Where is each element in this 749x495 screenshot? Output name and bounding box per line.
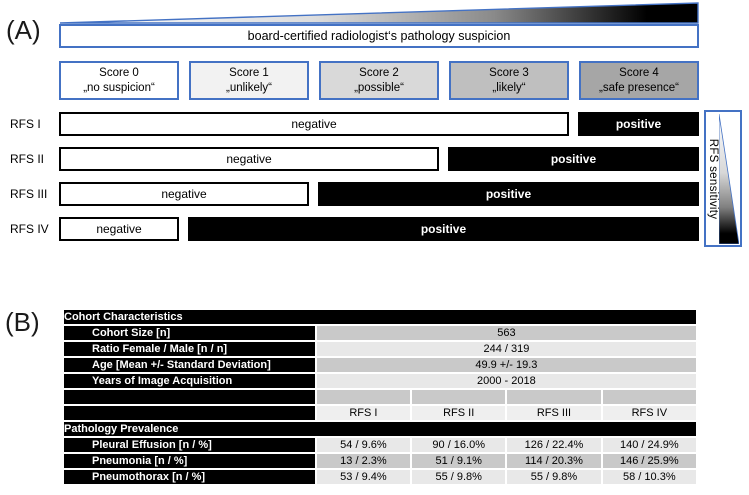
pleural-effusion-label: Pleural Effusion [n / %] [64,438,315,452]
rfs-iv-positive-bar: positive [188,217,699,241]
pneumonia-label: Pneumonia [n / %] [64,454,315,468]
pneumonia-rfs-i: 13 / 2.3% [316,454,411,468]
table-row: Ratio Female / Male [n / n] 244 / 319 [64,342,696,356]
cohort-size-label: Cohort Size [n] [64,326,315,340]
table-row [64,390,696,404]
pneumonia-rfs-iv: 146 / 25.9% [602,454,696,468]
cohort-characteristics-header: Cohort Characteristics [64,310,696,324]
rfs-header-label-cell [64,406,315,420]
age-label: Age [Mean +/- Standard Deviation] [64,358,315,372]
ratio-female-male-label: Ratio Female / Male [n / n] [64,342,315,356]
score-box-0: Score 0 „no suspicion“ [59,61,179,100]
table-row: Age [Mean +/- Standard Deviation] 49.9 +… [64,358,696,372]
suspicion-title-box: board-certified radiologist‘s pathology … [59,24,699,48]
suspicion-gradient-triangle [59,2,699,24]
pneumothorax-label: Pneumothorax [n / %] [64,470,315,484]
score-3-name: Score 3 [489,67,529,79]
table-row: RFS I RFS II RFS III RFS IV [64,406,696,420]
rfs-iv-label: RFS IV [10,222,49,236]
table-row: Pathology Prevalence [64,422,696,436]
rfs-sensitivity-label: RFS sensitivity [707,138,719,219]
column-header-rfs-ii: RFS II [412,406,506,420]
spacer-cell [316,390,411,404]
rfs-i-label: RFS I [10,117,41,131]
column-header-rfs-iii: RFS III [507,406,601,420]
cohort-table-container: Cohort Characteristics Cohort Size [n] 5… [62,308,698,486]
spacer-label-cell [64,390,315,404]
pneumothorax-rfs-iii: 55 / 9.8% [507,470,601,484]
rfs-i-positive-bar: positive [578,112,699,136]
spacer-cell [507,390,601,404]
ratio-female-male-value: 244 / 319 [316,342,696,356]
cohort-size-value: 563 [316,326,696,340]
pneumothorax-rfs-i: 53 / 9.4% [316,470,411,484]
years-acquisition-label: Years of Image Acquisition [64,374,315,388]
pleural-effusion-rfs-iv: 140 / 24.9% [602,438,696,452]
suspicion-title: board-certified radiologist‘s pathology … [247,29,511,43]
rfs-iii-negative-bar: negative [59,182,309,206]
score-box-3: Score 3 „likely“ [449,61,569,100]
panel-a-label: (A) [6,15,41,45]
sensitivity-gradient-triangle [719,114,739,244]
pneumonia-rfs-iii: 114 / 20.3% [507,454,601,468]
age-value: 49.9 +/- 19.3 [316,358,696,372]
score-0-name: Score 0 [99,67,139,79]
score-box-4: Score 4 „safe presence“ [579,61,699,100]
score-box-1: Score 1 „unlikely“ [189,61,309,100]
table-row: Pleural Effusion [n / %] 54 / 9.6% 90 / … [64,438,696,452]
rfs-iv-negative-bar: negative [59,217,179,241]
pathology-prevalence-header: Pathology Prevalence [64,422,696,436]
rfs-i-negative-bar: negative [59,112,569,136]
score-box-2: Score 2 „possible“ [319,61,439,100]
spacer-cell [412,390,506,404]
column-header-rfs-iv: RFS IV [602,406,696,420]
table-row: Years of Image Acquisition 2000 - 2018 [64,374,696,388]
rfs-iii-label: RFS III [10,187,48,201]
score-4-quote: „safe presence“ [599,82,679,94]
table-row: Pneumothorax [n / %] 53 / 9.4% 55 / 9.8%… [64,470,696,484]
score-1-quote: „unlikely“ [225,82,272,94]
score-3-quote: „likely“ [492,82,526,94]
table-row: Pneumonia [n / %] 13 / 2.3% 51 / 9.1% 11… [64,454,696,468]
spacer-cell [602,390,696,404]
years-acquisition-value: 2000 - 2018 [316,374,696,388]
score-1-name: Score 1 [229,67,269,79]
rfs-iii-positive-bar: positive [318,182,699,206]
pneumothorax-rfs-ii: 55 / 9.8% [412,470,506,484]
rfs-ii-negative-bar: negative [59,147,439,171]
pleural-effusion-rfs-ii: 90 / 16.0% [412,438,506,452]
rfs-sensitivity-box: RFS sensitivity [704,110,742,247]
pneumonia-rfs-ii: 51 / 9.1% [412,454,506,468]
score-2-name: Score 2 [359,67,399,79]
table-row: Cohort Size [n] 563 [64,326,696,340]
score-4-name: Score 4 [619,67,659,79]
score-2-quote: „possible“ [354,82,404,94]
rfs-ii-label: RFS II [10,152,45,166]
column-header-rfs-i: RFS I [316,406,411,420]
pleural-effusion-rfs-iii: 126 / 22.4% [507,438,601,452]
panel-b-label: (B) [5,307,40,337]
rfs-ii-positive-bar: positive [448,147,699,171]
pleural-effusion-rfs-i: 54 / 9.6% [316,438,411,452]
cohort-table: Cohort Characteristics Cohort Size [n] 5… [62,308,698,486]
table-row: Cohort Characteristics [64,310,696,324]
pneumothorax-rfs-iv: 58 / 10.3% [602,470,696,484]
score-0-quote: „no suspicion“ [83,82,155,94]
